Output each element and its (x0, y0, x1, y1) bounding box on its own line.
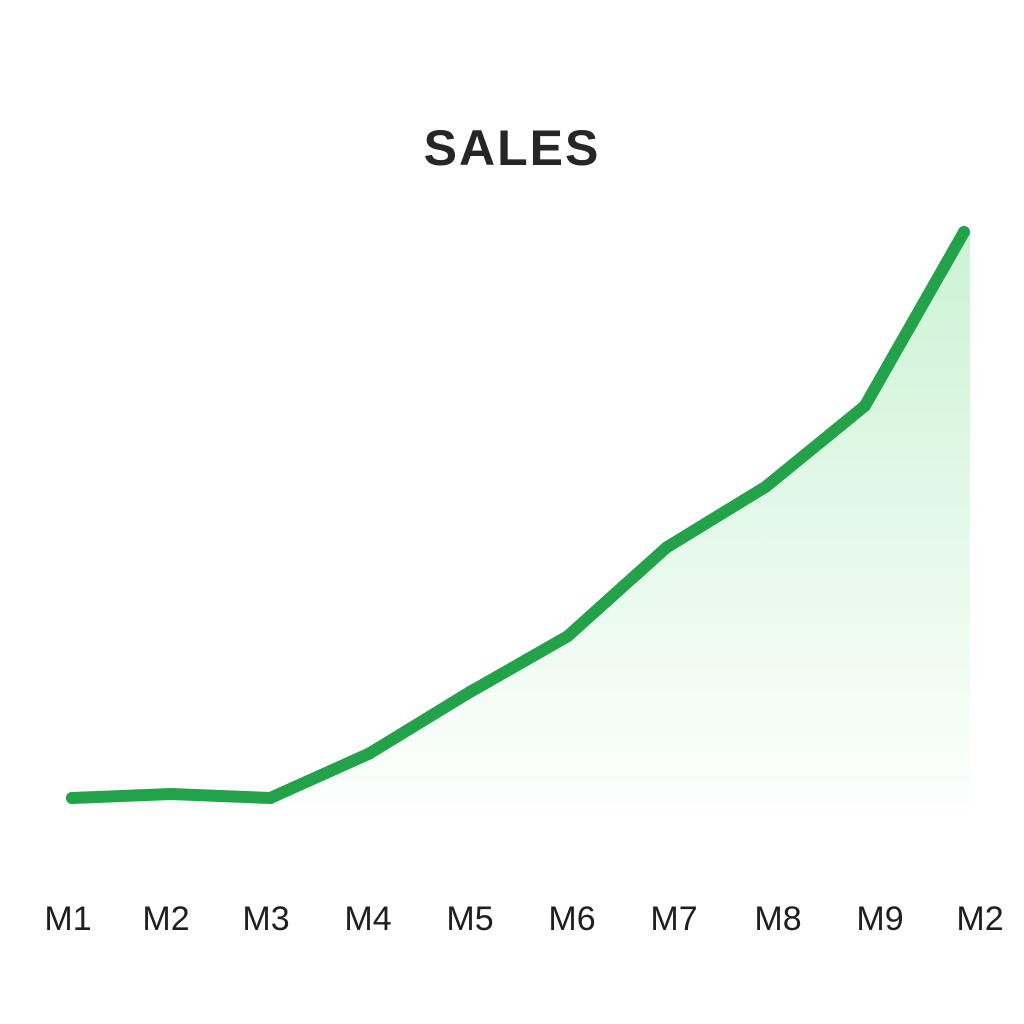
x-tick-label-10: M2 (956, 900, 1003, 938)
data-point-10 (958, 226, 970, 238)
x-tick-label-9: M9 (856, 900, 903, 938)
data-point-8 (759, 480, 772, 493)
data-point-3 (264, 792, 277, 804)
chart-title: SALES (423, 120, 601, 176)
data-point-4 (363, 747, 376, 760)
x-tick-label-3: M3 (242, 900, 289, 938)
x-tick-label-7: M7 (650, 900, 697, 938)
sales-area-fill (72, 232, 970, 830)
x-tick-label-4: M4 (344, 900, 391, 938)
data-point-7 (660, 541, 673, 554)
data-point-5 (462, 686, 475, 699)
x-tick-label-1: M1 (44, 900, 91, 938)
data-point-6 (561, 630, 574, 643)
x-tick-label-5: M5 (446, 900, 493, 938)
x-tick-label-6: M6 (548, 900, 595, 938)
data-point-1 (66, 792, 78, 804)
x-tick-label-8: M8 (754, 900, 801, 938)
sales-line (66, 226, 970, 804)
data-point-2 (165, 787, 178, 800)
data-point-9 (858, 399, 871, 412)
x-tick-label-2: M2 (142, 900, 189, 938)
